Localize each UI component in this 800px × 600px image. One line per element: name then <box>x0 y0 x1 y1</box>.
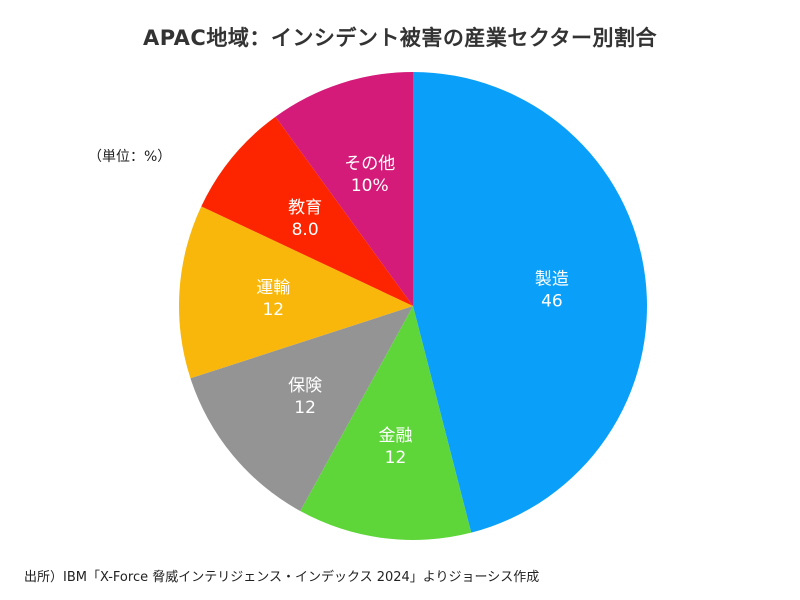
slice-value-label: 12 <box>385 448 407 468</box>
source-note: 出所）IBM「X-Force 脅威インテリジェンス・インデックス 2024」より… <box>24 570 540 585</box>
pie-slice-5 <box>275 72 413 306</box>
slice-value-label: 8.0 <box>292 220 319 240</box>
chart-title: APAC地域：インシデント被害の産業セクター別割合 <box>142 26 658 50</box>
slice-name-label: 金融 <box>378 426 412 446</box>
slice-name-label: その他 <box>344 154 395 174</box>
slice-name-label: 保険 <box>288 376 322 396</box>
unit-note: （単位：%） <box>88 149 172 165</box>
slice-value-label: 12 <box>262 300 284 320</box>
pie-slice-3 <box>179 206 413 379</box>
slice-name-label: 運輸 <box>256 278 290 298</box>
pie-slice-4 <box>201 116 413 306</box>
pie-slice-0 <box>413 72 647 533</box>
slice-value-label: 10% <box>351 176 389 196</box>
slice-name-label: 教育 <box>288 198 322 218</box>
slice-value-label: 46 <box>541 291 563 311</box>
pie-slice-1 <box>300 306 472 540</box>
slice-value-label: 12 <box>294 398 316 418</box>
slice-name-label: 製造 <box>535 269 569 289</box>
pie-slice-2 <box>190 306 413 512</box>
